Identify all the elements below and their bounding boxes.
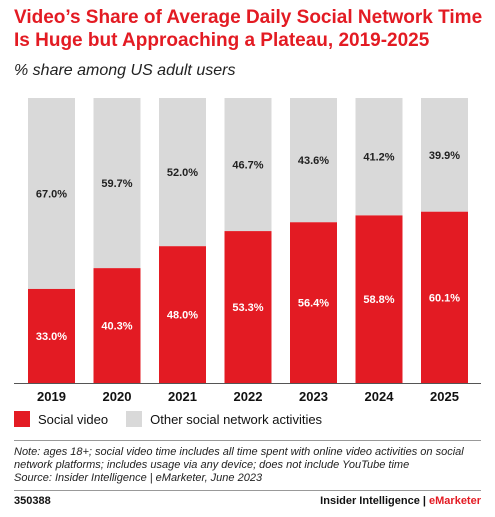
brand: Insider Intelligence | eMarketer: [320, 495, 481, 507]
label-other-2021: 52.0%: [167, 167, 198, 179]
bar-other-2020: [93, 98, 141, 269]
label-other-2024: 41.2%: [363, 152, 394, 164]
label-other-2025: 39.9%: [429, 150, 460, 162]
bar-social-video-2020: [93, 268, 141, 383]
brand-name: Insider Intelligence: [320, 495, 420, 507]
bar-social-video-2019: [28, 288, 75, 383]
legend-swatch-other: [126, 411, 143, 427]
divider-top: [14, 440, 481, 441]
legend-label-other: Other social network activities: [150, 411, 323, 427]
bar-social-video-2023: [290, 222, 337, 383]
label-social-video-2022: 53.3%: [232, 302, 263, 314]
legend: Social video Other social network activi…: [14, 411, 340, 427]
label-social-video-2023: 56.4%: [298, 298, 329, 310]
bar-other-2025: [421, 98, 468, 212]
legend-item-social-video: Social video: [14, 411, 108, 427]
chart-id: 350388: [14, 495, 51, 507]
brand-sub: eMarketer: [429, 495, 481, 507]
chart-note: Note: ages 18+; social video time includ…: [14, 446, 484, 485]
label-social-video-2020: 40.3%: [101, 321, 132, 333]
legend-label-social-video: Social video: [38, 411, 109, 427]
label-other-2023: 43.6%: [298, 155, 329, 167]
x-tick-2022: 2022: [234, 389, 263, 404]
label-other-2022: 46.7%: [232, 160, 263, 172]
chart-title: Video’s Share of Average Daily Social Ne…: [14, 7, 483, 51]
label-other-2020: 59.7%: [101, 178, 132, 190]
bar-other-2021: [159, 98, 206, 247]
bar-other-2022: [224, 98, 272, 232]
x-tick-2021: 2021: [168, 389, 197, 404]
label-social-video-2021: 48.0%: [167, 310, 198, 322]
x-tick-2025: 2025: [430, 389, 459, 404]
label-social-video-2025: 60.1%: [429, 292, 460, 304]
label-other-2019: 67.0%: [36, 188, 67, 200]
chart-subtitle: % share among US adult users: [14, 62, 236, 79]
divider-bottom: [14, 490, 481, 491]
legend-item-other: Other social network activities: [126, 411, 322, 427]
note-text: Note: ages 18+; social video time includ…: [14, 446, 464, 471]
legend-swatch-social-video: [14, 411, 30, 427]
bar-social-video-2021: [159, 246, 206, 383]
brand-separator: |: [419, 495, 430, 507]
x-tick-2019: 2019: [37, 389, 66, 404]
x-tick-2023: 2023: [299, 389, 328, 404]
bar-other-2023: [290, 98, 337, 223]
label-social-video-2019: 33.0%: [36, 331, 67, 343]
x-tick-2020: 2020: [103, 389, 132, 404]
source-text: Source: Insider Intelligence | eMarketer…: [14, 472, 263, 484]
stacked-bar-chart: 33.0% 67.0% 2019 40.3% 59.7% 2020 48.0% 52.0% 20…: [14, 98, 481, 404]
bar-social-video-2022: [224, 231, 272, 383]
bar-other-2024: [355, 98, 403, 216]
bar-social-video-2024: [355, 215, 403, 383]
label-social-video-2024: 58.8%: [363, 294, 394, 306]
bar-social-video-2025: [421, 211, 468, 383]
x-tick-2024: 2024: [365, 389, 395, 404]
bar-other-2019: [28, 98, 75, 289]
